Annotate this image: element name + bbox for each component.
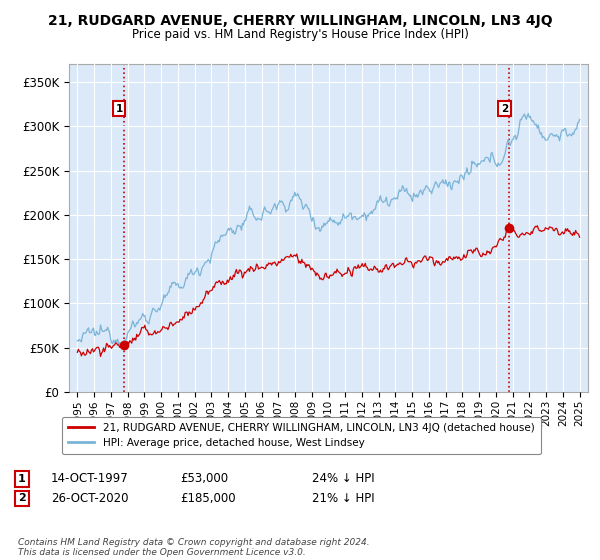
Text: 2: 2 — [500, 104, 508, 114]
Text: 1: 1 — [18, 474, 26, 484]
Text: 26-OCT-2020: 26-OCT-2020 — [51, 492, 128, 505]
Text: 21, RUDGARD AVENUE, CHERRY WILLINGHAM, LINCOLN, LN3 4JQ: 21, RUDGARD AVENUE, CHERRY WILLINGHAM, L… — [47, 14, 553, 28]
Text: 24% ↓ HPI: 24% ↓ HPI — [312, 472, 374, 486]
Text: £53,000: £53,000 — [180, 472, 228, 486]
Legend: 21, RUDGARD AVENUE, CHERRY WILLINGHAM, LINCOLN, LN3 4JQ (detached house), HPI: A: 21, RUDGARD AVENUE, CHERRY WILLINGHAM, L… — [62, 417, 541, 454]
Text: Contains HM Land Registry data © Crown copyright and database right 2024.
This d: Contains HM Land Registry data © Crown c… — [18, 538, 370, 557]
Text: 14-OCT-1997: 14-OCT-1997 — [51, 472, 129, 486]
Text: 21% ↓ HPI: 21% ↓ HPI — [312, 492, 374, 505]
Text: 1: 1 — [116, 104, 123, 114]
Text: £185,000: £185,000 — [180, 492, 236, 505]
Text: 2: 2 — [18, 493, 26, 503]
Text: Price paid vs. HM Land Registry's House Price Index (HPI): Price paid vs. HM Land Registry's House … — [131, 28, 469, 41]
